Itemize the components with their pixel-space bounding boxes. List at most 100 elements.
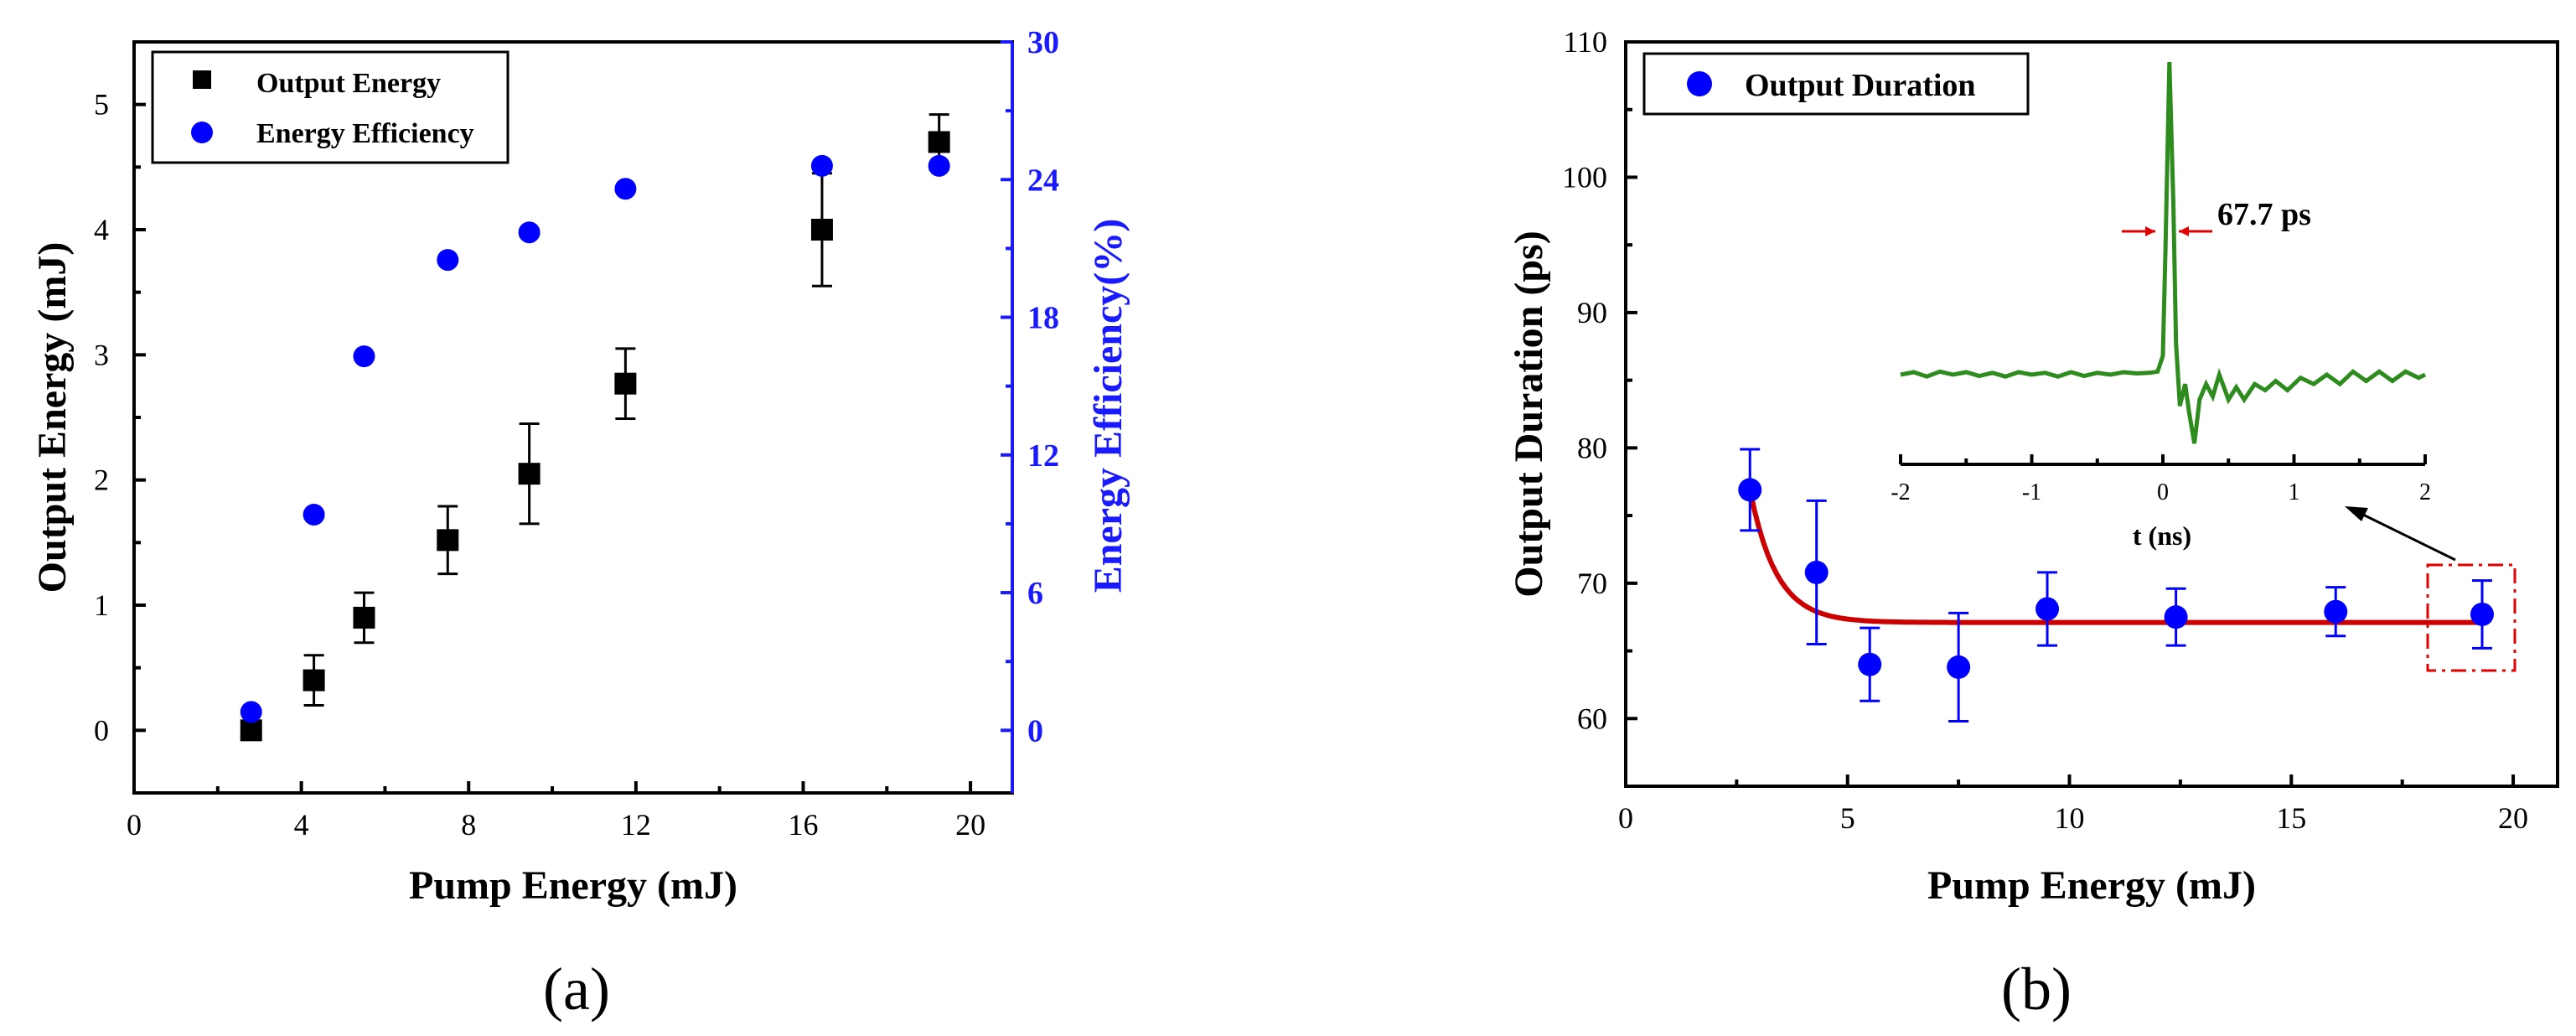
inset-pulse-trace — [1900, 61, 2427, 444]
data-point-energy-efficiency — [437, 249, 459, 272]
x-tick-label: 10 — [2055, 801, 2085, 835]
y2-tick-label: 18 — [1027, 301, 1059, 336]
inset-x-tick-label: 1 — [2289, 479, 2300, 505]
data-point-output-duration — [1738, 478, 1762, 502]
panel-label-a: (a) — [543, 956, 610, 1023]
y2-tick-label: 12 — [1027, 438, 1059, 474]
data-point-output-duration — [2164, 605, 2188, 629]
y-tick-label: 80 — [1577, 431, 1607, 464]
data-point-energy-efficiency — [810, 154, 833, 177]
data-point-energy-efficiency — [518, 221, 541, 244]
x-tick-label: 0 — [1618, 801, 1633, 835]
data-point-output-energy — [353, 606, 375, 629]
x-tick-label: 16 — [788, 808, 818, 842]
fwhm-marker — [2122, 226, 2212, 236]
chart-b-xlabel: Pump Energy (mJ) — [1927, 863, 2256, 908]
legend-label-output-duration: Output Duration — [1745, 68, 1976, 103]
data-point-output-duration — [2324, 599, 2348, 624]
x-tick-label: 20 — [955, 808, 985, 842]
inset-x-tick-label: 0 — [2157, 479, 2169, 505]
x-tick-label: 12 — [621, 808, 651, 842]
highlight-box — [2426, 563, 2517, 672]
chart-a-y-ticks: 0 1 2 3 4 5 — [94, 88, 146, 747]
x-tick-label: 4 — [294, 808, 309, 842]
fwhm-annotation: 67.7 ps — [2217, 197, 2311, 232]
inset-xlabel: t (ns) — [2133, 521, 2191, 551]
data-point-output-duration — [1947, 655, 1971, 679]
data-point-energy-efficiency — [303, 503, 325, 526]
x-tick-label: 5 — [1840, 801, 1855, 835]
y-tick-label: 1 — [94, 588, 109, 622]
data-point-output-energy — [614, 372, 637, 395]
chart-b-series-output-duration — [1738, 478, 2494, 679]
data-point-output-duration — [1804, 560, 1829, 584]
chart-a-series-energy-efficiency — [240, 154, 950, 723]
data-point-output-energy — [240, 719, 262, 742]
data-point-output-duration — [1858, 652, 1882, 676]
y-tick-label: 5 — [94, 88, 109, 122]
x-tick-label: 0 — [127, 808, 142, 842]
chart-b-frame — [1624, 40, 2559, 788]
data-point-output-energy — [303, 669, 325, 692]
x-tick-label: 8 — [461, 808, 476, 842]
panel-label-b: (b) — [2001, 956, 2072, 1023]
legend-label-output-energy: Output Energy — [256, 68, 441, 99]
chart-b-error-bars — [1740, 448, 2492, 723]
chart-b-ylabel: Output Duration (ps) — [1507, 231, 1551, 597]
chart-a-error-bars — [241, 113, 949, 738]
legend-label-energy-efficiency: Energy Efficiency — [256, 118, 474, 149]
chart-a-legend-box — [151, 50, 510, 164]
fwhm-arrow-left-head — [2145, 226, 2155, 236]
y-tick-label: 0 — [94, 713, 109, 747]
data-point-energy-efficiency — [353, 345, 375, 368]
x-tick-label: 15 — [2276, 801, 2306, 835]
legend-square-marker — [193, 70, 211, 89]
chart-b-fit-curve — [1747, 489, 2482, 625]
inset-x-tick-label: 2 — [2419, 479, 2431, 505]
y-tick-label: 100 — [1562, 160, 1607, 194]
pointer-arrow — [2345, 506, 2456, 562]
y-tick-label: 70 — [1577, 567, 1607, 600]
y-tick-label: 2 — [94, 464, 109, 497]
data-point-output-duration — [2035, 597, 2060, 621]
data-point-energy-efficiency — [928, 154, 950, 177]
y2-tick-label: 0 — [1027, 713, 1043, 749]
y-tick-label: 60 — [1577, 702, 1607, 735]
data-point-output-energy — [518, 463, 541, 485]
x-tick-label: 20 — [2498, 801, 2528, 835]
pointer-arrow-head — [2345, 506, 2368, 521]
chart-a-y2label: Energy Efficiency(%) — [1086, 219, 1130, 593]
legend-circle-marker — [191, 122, 213, 143]
chart-a-x-ticks: 0 4 8 12 16 20 — [127, 781, 985, 842]
legend-circle-marker — [1687, 71, 1712, 96]
chart-b-legend: Output Duration — [1642, 52, 2030, 116]
data-point-energy-efficiency — [614, 178, 637, 200]
y2-tick-label: 30 — [1027, 25, 1059, 60]
chart-a-series-output-energy — [240, 131, 950, 742]
y2-tick-label: 6 — [1027, 576, 1043, 611]
chart-a-y2-ticks: 0 6 12 18 24 30 — [1001, 25, 1059, 749]
data-point-output-energy — [810, 219, 833, 241]
data-point-energy-efficiency — [240, 701, 262, 723]
y-tick-label: 3 — [94, 338, 109, 371]
data-point-output-energy — [437, 529, 459, 552]
chart-b-y-ticks: 60 70 80 90 100 110 — [1562, 25, 1637, 735]
chart-b-x-ticks: 0 5 10 15 20 — [1618, 774, 2528, 835]
inset-x-tick-label: -1 — [2022, 479, 2041, 505]
pointer-arrow-line — [2362, 513, 2456, 562]
inset-x-ticks: -2 -1 0 1 2 — [1891, 454, 2431, 505]
data-point-output-duration — [2470, 602, 2494, 626]
chart-b-inset: -2 -1 0 1 2 t (ns) 67.7 ps — [1891, 61, 2431, 551]
data-point-output-energy — [928, 131, 950, 153]
y-tick-label: 110 — [1563, 25, 1607, 59]
chart-a-legend: Output Energy Energy Efficiency — [151, 50, 510, 164]
y-tick-label: 90 — [1577, 296, 1607, 329]
y-tick-label: 4 — [94, 213, 109, 246]
chart-a-xlabel: Pump Energy (mJ) — [409, 863, 737, 908]
y2-tick-label: 24 — [1027, 163, 1059, 198]
chart-a-ylabel: Output Energy (mJ) — [30, 242, 75, 593]
inset-x-tick-label: -2 — [1891, 479, 1910, 505]
